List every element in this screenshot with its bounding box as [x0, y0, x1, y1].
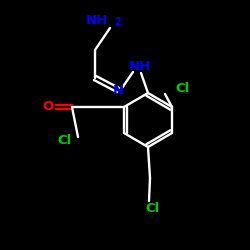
Text: Cl: Cl — [175, 82, 189, 94]
Text: NH: NH — [86, 14, 108, 26]
Text: Cl: Cl — [145, 202, 159, 214]
Text: N: N — [112, 84, 124, 96]
Text: 2: 2 — [114, 17, 121, 27]
Text: O: O — [42, 100, 54, 114]
Text: NH: NH — [129, 60, 151, 74]
Text: Cl: Cl — [58, 134, 72, 146]
